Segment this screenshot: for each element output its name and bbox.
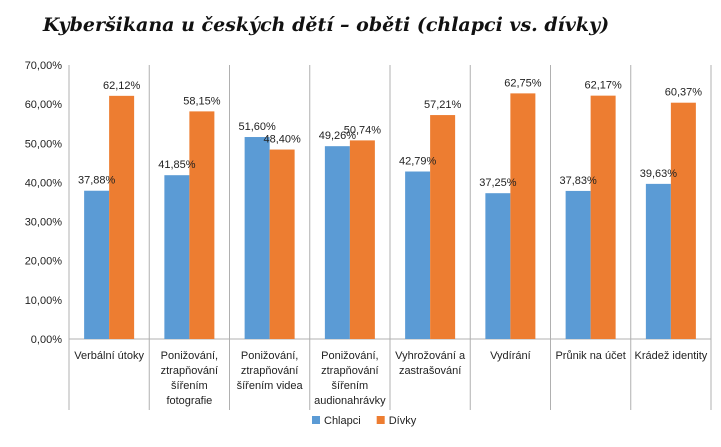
x-tick-label: Průnik na účet (555, 350, 625, 362)
y-tick-label: 40,00% (25, 177, 63, 189)
bar-chlapci (84, 190, 110, 339)
data-label: 48,40% (263, 134, 301, 146)
y-tick-label: 60,00% (25, 99, 63, 111)
bar-chlapci (485, 193, 511, 339)
legend-swatch (376, 416, 385, 424)
y-tick-label: 50,00% (25, 138, 63, 150)
y-tick-label: 20,00% (25, 256, 63, 268)
x-tick-label: Verbální útoky (74, 350, 144, 362)
legend-swatch (312, 416, 320, 424)
bar-divky (109, 95, 135, 339)
data-label: 41,85% (158, 159, 196, 171)
data-label: 62,17% (584, 80, 622, 92)
legend-label: Chlapci (324, 415, 361, 427)
bar-divky (349, 140, 375, 339)
bar-divky (430, 115, 456, 339)
legend-label: Dívky (389, 415, 417, 427)
bar-divky (670, 102, 696, 339)
data-label: 57,21% (424, 99, 462, 111)
bar-chlapci (645, 183, 671, 339)
y-tick-label: 0,00% (31, 334, 62, 346)
bar-chlapci (405, 171, 431, 339)
data-label: 62,75% (504, 77, 542, 89)
y-tick-label: 70,00% (25, 60, 63, 72)
bar-divky (269, 149, 295, 339)
x-tick-label: Ponižování, ztrapňování šířením videa (237, 350, 304, 392)
x-axis: Verbální útoky Ponižování, ztrapňování šíře… (74, 350, 707, 407)
data-label: 62,12% (103, 80, 141, 92)
y-axis: 0,00% 10,00% 20,00% 30,00% 40,00% 50,00% 60,00… (25, 60, 63, 346)
bar-chlapci (324, 146, 350, 339)
bar-chlapci (244, 137, 270, 339)
x-tick-label: Ponižování, ztrapňování šířením fotografie (161, 350, 218, 407)
data-label: 42,79% (399, 156, 437, 168)
x-tick-label: Ponižování, ztrapňování šířením audionahráv… (314, 350, 386, 407)
data-label: 49,26% (319, 130, 357, 142)
legend: Chlapci Dívky (312, 415, 417, 427)
data-labels: 37,88% 41,85% 51,60% 49,26% 42,79% 37,25% 37,8… (78, 77, 702, 189)
data-label: 60,37% (665, 87, 703, 99)
bar-divky (590, 95, 616, 339)
bar-chlapci (164, 175, 190, 339)
data-label: 58,15% (183, 95, 221, 107)
bar-divky (189, 111, 215, 340)
data-label: 37,25% (479, 177, 517, 189)
bars (84, 93, 696, 340)
bar-divky (510, 93, 536, 339)
x-tick-label: Vydírání (490, 350, 531, 362)
data-label: 50,74% (344, 124, 382, 136)
y-tick-label: 30,00% (25, 217, 63, 229)
data-label: 37,83% (559, 175, 597, 187)
x-tick-label: Krádež identity (634, 350, 707, 362)
bar-chlapci (565, 190, 591, 339)
chart-title: Kyberšikana u českých dětí – oběti (chla… (42, 14, 609, 36)
data-label: 37,88% (78, 175, 116, 187)
data-label: 51,60% (238, 121, 276, 133)
y-tick-label: 10,00% (25, 295, 63, 307)
data-label: 39,63% (640, 168, 678, 180)
x-tick-label: Vyhrožování a zastrašování (395, 350, 466, 377)
